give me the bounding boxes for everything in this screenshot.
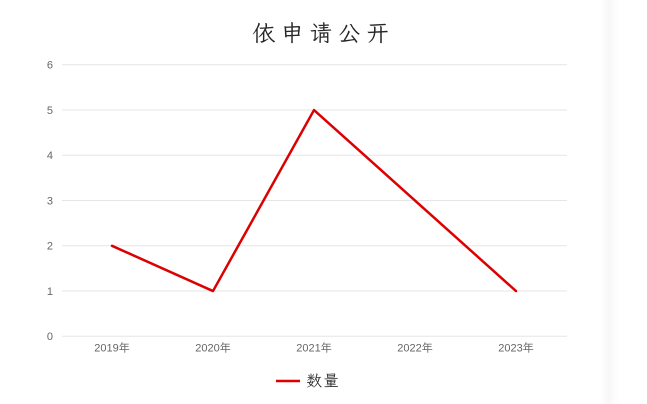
svg-text:4: 4 (47, 150, 53, 162)
svg-text:0: 0 (47, 331, 53, 343)
svg-text:1: 1 (47, 286, 53, 298)
svg-text:2020年: 2020年 (195, 341, 230, 355)
svg-text:5: 5 (47, 105, 53, 117)
svg-text:6: 6 (47, 60, 53, 72)
svg-text:3: 3 (47, 195, 53, 207)
svg-text:2023年: 2023年 (498, 341, 533, 355)
svg-text:2022年: 2022年 (397, 341, 432, 355)
svg-text:2021年: 2021年 (296, 341, 331, 355)
svg-text:数量: 数量 (306, 369, 340, 391)
svg-text:2019年: 2019年 (94, 341, 129, 355)
svg-text:2: 2 (47, 241, 53, 253)
